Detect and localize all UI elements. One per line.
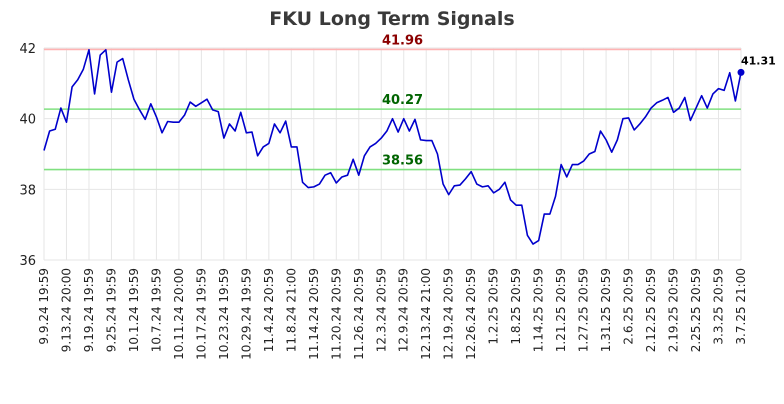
grid [43, 47, 742, 261]
reference-lines [44, 48, 741, 171]
x-tick-label: 10.7.24 19:59 [149, 268, 163, 352]
series-group [43, 48, 745, 245]
x-tick-label: 1.31.25 20:59 [599, 268, 613, 352]
x-tick-label: 10.11.24 20:00 [172, 268, 186, 360]
last-point-label: 41.31 [741, 54, 776, 67]
x-tick-label: 1.21.25 20:59 [554, 268, 568, 352]
x-tick-label: 3.7.25 21:00 [734, 268, 748, 345]
x-tick-label: 2.25.25 20:59 [689, 268, 703, 352]
reference-line-label: 41.96 [382, 33, 423, 48]
x-tick-label: 1.2.25 20:59 [487, 268, 501, 345]
x-tick-label: 12.26.24 20:59 [464, 268, 478, 360]
x-tick-label: 2.12.25 20:59 [644, 268, 658, 352]
x-tick-label: 10.29.24 19:59 [239, 268, 253, 360]
last-point-marker [737, 68, 745, 76]
y-tick-label: 40 [19, 113, 36, 128]
x-tick-label: 9.9.24 19:59 [37, 268, 51, 345]
x-tick-label: 11.8.24 21:00 [284, 268, 298, 352]
x-tick-label: 12.19.24 20:59 [442, 268, 456, 360]
x-tick-label: 12.13.24 21:00 [419, 268, 433, 360]
x-tick-label: 12.3.24 20:59 [374, 268, 388, 352]
x-tick-label: 12.9.24 20:59 [397, 268, 411, 352]
x-tick-label: 2.19.25 20:59 [667, 268, 681, 352]
x-tick-label: 11.26.24 20:59 [352, 268, 366, 360]
x-tick-label: 9.13.24 20:00 [59, 268, 73, 352]
x-tick-label: 2.6.25 20:59 [622, 268, 636, 345]
x-tick-label: 9.25.24 19:59 [104, 268, 118, 352]
x-tick-label: 9.19.24 19:59 [82, 268, 96, 352]
axes: 36 38 40 42 9.9.24 19:59 9.13.24 20:00 9.19.24… [19, 42, 748, 360]
y-tick-label: 38 [19, 183, 36, 198]
chart-title: FKU Long Term Signals [269, 8, 514, 30]
reference-line-label: 40.27 [382, 93, 423, 108]
x-tick-label: 3.3.25 20:59 [712, 268, 726, 345]
x-tick-label: 1.27.25 20:59 [577, 268, 591, 352]
x-tick-label: 1.8.25 20:59 [509, 268, 523, 345]
x-tick-label: 11.14.24 20:59 [307, 268, 321, 360]
y-tick-label: 36 [19, 254, 36, 269]
labels-group: 41.96 40.27 38.56 41.31 [382, 33, 776, 168]
y-tick-label: 42 [19, 42, 36, 57]
reference-line-label: 38.56 [382, 154, 423, 169]
x-tick-label: 11.20.24 20:59 [329, 268, 343, 360]
x-tick-label: 11.4.24 20:59 [262, 268, 276, 352]
x-tick-label: 10.23.24 19:59 [217, 268, 231, 360]
x-tick-label: 10.1.24 19:59 [127, 268, 141, 352]
x-tick-label: 1.14.25 20:59 [532, 268, 546, 352]
series-line [43, 48, 742, 245]
x-tick-label: 10.17.24 19:59 [194, 268, 208, 360]
